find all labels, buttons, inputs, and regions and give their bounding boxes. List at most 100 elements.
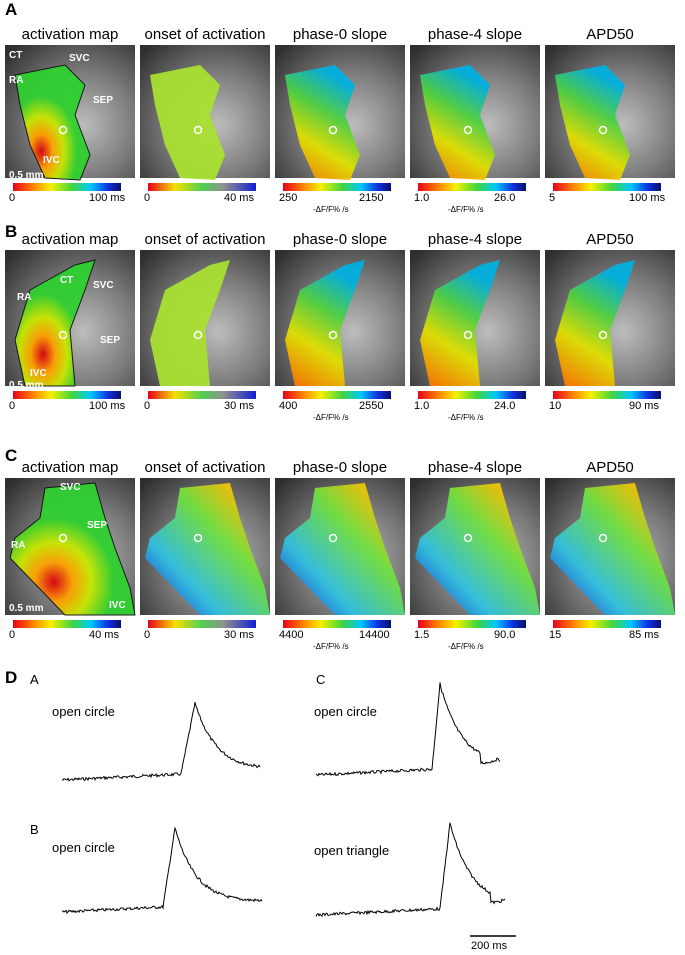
trace	[61, 826, 263, 915]
map-title: phase-0 slope	[292, 26, 388, 43]
marker	[193, 125, 203, 135]
map-annotation: RA	[9, 75, 24, 86]
map-overlay	[150, 65, 225, 180]
colorbar-max: 14400	[359, 629, 390, 641]
map-title: phase-0 slope	[292, 231, 388, 248]
colorbar	[553, 391, 661, 399]
colorbar-max: 2150	[359, 192, 384, 204]
colorbar	[418, 620, 526, 628]
marker	[193, 533, 203, 543]
colorbar-min: 0	[9, 400, 16, 412]
trace	[315, 822, 506, 917]
map-overlay	[420, 260, 500, 386]
colorbar-units: -ΔF/F% /s	[448, 205, 484, 214]
colorbar-min: 0	[9, 629, 16, 641]
colorbar	[553, 620, 661, 628]
colorbar-units: -ΔF/F% /s	[448, 642, 484, 651]
map-title: activation map	[21, 459, 119, 476]
colorbar	[148, 183, 256, 191]
map-annotation: CT	[9, 50, 23, 61]
colorbar-min: 1.0	[414, 192, 430, 204]
map-title: onset of activation	[144, 459, 266, 476]
map-overlay	[550, 483, 675, 615]
map-title: APD50	[586, 231, 634, 248]
map-annotation: 0.5 mm	[9, 170, 44, 181]
map-title: APD50	[586, 459, 634, 476]
colorbar-max: 100 ms	[89, 400, 126, 412]
trace-label: open circle	[314, 704, 377, 719]
map-annotation: 0.5 mm	[9, 603, 44, 614]
map-annotation: 0.5 mm	[9, 380, 44, 391]
map-annotation: IVC	[30, 368, 47, 379]
colorbar	[418, 391, 526, 399]
traces	[61, 682, 506, 917]
map-annotation: SEP	[93, 95, 114, 106]
colorbar-max: 30 ms	[224, 629, 254, 641]
colorbar	[148, 620, 256, 628]
map-title: onset of activation	[144, 231, 266, 248]
marker	[58, 125, 68, 135]
colorbar-units: -ΔF/F% /s	[313, 205, 349, 214]
map-overlay	[145, 483, 270, 615]
panel-label: D	[5, 668, 18, 687]
colorbar-min: 0	[144, 192, 151, 204]
marker	[328, 533, 338, 543]
colorbar	[283, 183, 391, 191]
map-overlay	[14, 259, 96, 387]
map-overlay	[285, 260, 365, 386]
colorbar-min: 10	[549, 400, 562, 412]
map-title: onset of activation	[144, 26, 266, 43]
colorbar	[418, 183, 526, 191]
marker	[58, 533, 68, 543]
map-title: phase-4 slope	[427, 231, 523, 248]
map-annotation: CT	[60, 275, 74, 286]
marker	[328, 125, 338, 135]
map-overlay	[285, 65, 360, 180]
colorbar-units: -ΔF/F% /s	[448, 413, 484, 422]
colorbar-max: 26.0	[494, 192, 516, 204]
colorbar-min: 5	[549, 192, 556, 204]
colorbar	[13, 391, 121, 399]
map-title: phase-4 slope	[427, 459, 523, 476]
map-annotation: SVC	[60, 482, 81, 493]
image-panels	[5, 45, 675, 628]
column-label: C	[316, 672, 326, 687]
colorbar-min: 0	[144, 400, 151, 412]
colorbar-max: 40 ms	[89, 629, 119, 641]
colorbar	[13, 620, 121, 628]
panel-label: A	[5, 0, 18, 19]
colorbar-max: 40 ms	[224, 192, 254, 204]
marker	[193, 330, 203, 340]
marker	[598, 533, 608, 543]
colorbar-max: 90 ms	[629, 400, 659, 412]
colorbar-min: 0	[144, 629, 151, 641]
panel-label: B	[5, 222, 18, 241]
colorbar-units: -ΔF/F% /s	[313, 413, 349, 422]
marker	[463, 330, 473, 340]
column-label: B	[30, 822, 39, 837]
trace	[315, 682, 501, 777]
colorbar-max: 2550	[359, 400, 384, 412]
colorbar-max: 100 ms	[89, 192, 126, 204]
scale-bar-label: 200 ms	[471, 940, 508, 952]
map-overlay	[280, 483, 405, 615]
trace	[61, 701, 261, 782]
map-annotation: IVC	[43, 155, 60, 166]
map-overlay	[150, 260, 230, 386]
colorbar	[283, 620, 391, 628]
map-title: activation map	[21, 231, 119, 248]
map-annotation: SEP	[100, 335, 121, 346]
marker	[58, 330, 68, 340]
colorbar	[13, 183, 121, 191]
marker	[598, 330, 608, 340]
trace-label: open circle	[52, 704, 115, 719]
map-title: phase-0 slope	[292, 459, 388, 476]
marker	[463, 533, 473, 543]
colorbar-min: 0	[9, 192, 16, 204]
colorbar-units: -ΔF/F% /s	[313, 642, 349, 651]
colorbar-max: 30 ms	[224, 400, 254, 412]
colorbar	[553, 183, 661, 191]
marker	[463, 125, 473, 135]
